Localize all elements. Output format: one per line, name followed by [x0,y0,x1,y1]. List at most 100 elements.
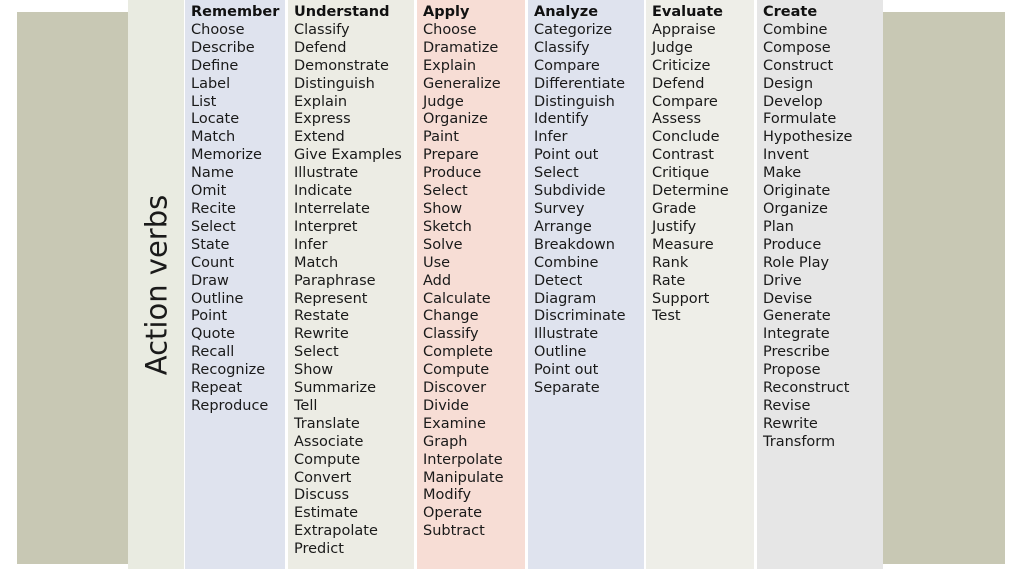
column-apply: Apply Choose Dramatize Explain Generalize Ju… [417,0,525,569]
verb-item: Draw [191,272,229,289]
verb-item: Change [423,308,479,325]
action-verbs-label: Action verbs [139,194,173,375]
verb-item: Revise [763,397,811,414]
verb-item: Combine [763,21,828,38]
verb-item: Complete [423,344,493,361]
verb-item: Select [534,165,579,182]
verb-item: Give Examples [294,147,402,164]
verb-item: Compare [534,57,600,74]
verb-item: Operate [423,505,482,522]
verb-item: Prepare [423,147,479,164]
verb-item: Interpolate [423,451,503,468]
verb-item: Paint [423,129,459,146]
verb-item: Show [423,200,463,217]
verb-item: Infer [294,236,328,253]
verb-item: Plan [763,218,794,235]
verb-item: Invent [763,147,809,164]
verb-item: Integrate [763,326,830,343]
verb-item: Graph [423,433,468,450]
left-side-panel [17,12,128,564]
verb-item: Produce [423,165,482,182]
verb-item: Paraphrase [294,272,376,289]
column-analyze: Analyze Categorize Classify Compare Differe… [528,0,644,569]
verb-item: Devise [763,290,813,307]
verb-item: Quote [191,326,236,343]
verb-item: Separate [534,380,600,397]
verb-item: Organize [423,111,488,128]
verb-item: Prescribe [763,344,830,361]
column-heading: Evaluate [652,4,723,20]
verb-item: Survey [534,200,585,217]
verb-item: Compute [423,362,490,379]
verb-item: Rank [652,254,689,271]
column-heading: Apply [423,4,470,20]
verb-list: Combine Compose Construct Design Develop Form… [763,22,883,452]
verb-item: Manipulate [423,469,504,486]
verb-item: Illustrate [294,165,359,182]
verb-item: Match [294,254,339,271]
verb-item: Compose [763,39,831,56]
verb-item: Divide [423,397,469,414]
verb-item: Identify [534,111,589,128]
verb-item: Rate [652,272,686,289]
verb-item: Produce [763,236,822,253]
verb-item: Extend [294,129,345,146]
verb-item: Arrange [534,218,592,235]
verb-item: Generalize [423,75,501,92]
verb-item: Omit [191,183,227,200]
verb-item: Interpret [294,218,358,235]
verb-item: Extrapolate [294,523,378,540]
verb-item: Select [294,344,339,361]
verb-item: Role Play [763,254,830,271]
verb-list: Categorize Classify Compare Differentiate Di… [534,22,644,398]
verb-item: Critique [652,165,710,182]
verb-item: Match [191,129,236,146]
verb-item: Use [423,254,451,271]
verb-item: Combine [534,254,599,271]
verb-item: Choose [191,21,245,38]
verb-item: Justify [652,218,697,235]
verb-item: Sketch [423,218,472,235]
verb-item: Express [294,111,351,128]
verb-item: Conclude [652,129,720,146]
verb-item: Label [191,75,231,92]
verb-item: Appraise [652,21,716,38]
verb-item: Make [763,165,802,182]
verb-item: Count [191,254,235,271]
column-evaluate: Evaluate Appraise Judge Criticize Defend Com… [646,0,754,569]
verb-item: Originate [763,183,831,200]
column-heading: Analyze [534,4,599,20]
verb-item: Memorize [191,147,262,164]
verb-item: Predict [294,541,344,558]
verb-item: Distinguish [294,75,375,92]
verb-item: Rewrite [763,415,818,432]
verb-item: Defend [652,75,705,92]
verb-item: Indicate [294,183,353,200]
verb-item: Recognize [191,362,266,379]
verb-item: Explain [423,57,477,74]
verb-item: Reproduce [191,397,269,414]
verb-item: Define [191,57,239,74]
verb-item: Grade [652,200,697,217]
label-column [128,0,184,569]
verb-item: Discriminate [534,308,626,325]
verb-item: Convert [294,469,352,486]
column-create: Create Combine Compose Construct Design Deve… [757,0,883,569]
verb-item: Locate [191,111,240,128]
verb-item: Construct [763,57,834,74]
verb-item: Point out [534,362,599,379]
verb-item: Distinguish [534,93,615,110]
verb-item: Interrelate [294,200,370,217]
verb-item: Translate [294,415,360,432]
verb-item: Point out [534,147,599,164]
verb-item: Estimate [294,505,359,522]
verb-item: Add [423,272,452,289]
verb-item: Explain [294,93,348,110]
verb-item: Generate [763,308,831,325]
verb-item: Tell [294,397,318,414]
verb-item: Select [191,218,236,235]
verb-item: Compute [294,451,361,468]
verb-item: Rewrite [294,326,349,343]
verb-item: Test [652,308,681,325]
verb-item: Discuss [294,487,350,504]
